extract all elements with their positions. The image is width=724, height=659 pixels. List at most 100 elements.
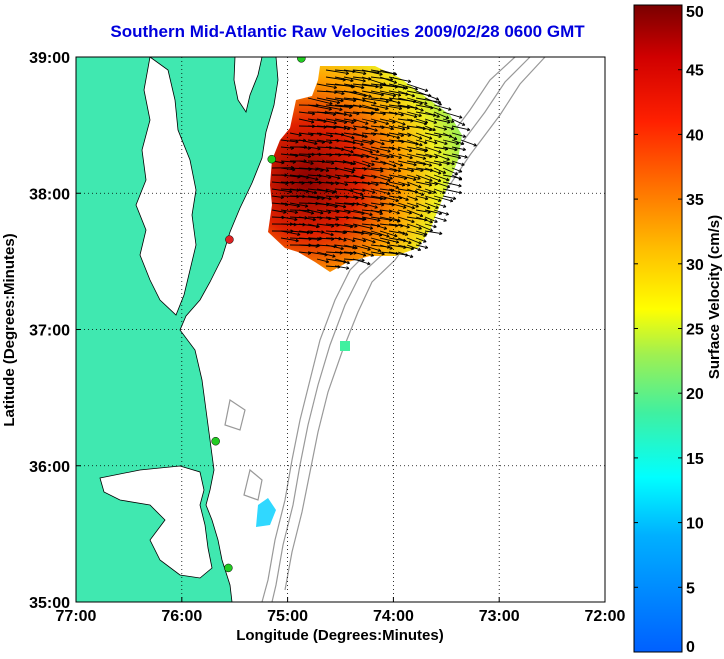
velocity-vector bbox=[343, 111, 360, 115]
velocity-vector-head bbox=[327, 210, 332, 214]
velocity-vector-head bbox=[363, 71, 367, 76]
velocity-vector bbox=[316, 139, 333, 144]
velocity-vector bbox=[379, 167, 398, 172]
velocity-vector bbox=[334, 209, 351, 214]
velocity-vector-head bbox=[408, 210, 412, 215]
velocity-vector bbox=[343, 83, 365, 89]
velocity-vector bbox=[397, 230, 409, 236]
velocity-vector bbox=[361, 188, 376, 194]
velocity-vector-head bbox=[429, 178, 433, 182]
velocity-vector bbox=[388, 223, 404, 227]
velocity-vector bbox=[451, 125, 470, 131]
velocity-vector-head bbox=[436, 114, 440, 118]
velocity-vector-head bbox=[395, 198, 399, 203]
velocity-vector-head bbox=[450, 126, 455, 131]
velocity-vector bbox=[406, 209, 424, 217]
velocity-vector bbox=[397, 139, 419, 145]
velocity-vector bbox=[325, 181, 339, 184]
velocity-vector-head bbox=[411, 205, 415, 210]
velocity-vector-head bbox=[342, 204, 347, 209]
velocity-vector bbox=[316, 209, 331, 213]
velocity-vector-head bbox=[393, 72, 398, 76]
velocity-vector bbox=[397, 97, 423, 105]
velocity-vector bbox=[307, 223, 320, 228]
velocity-vector-head bbox=[464, 155, 468, 159]
velocity-vector bbox=[379, 118, 396, 123]
velocity-vector bbox=[361, 244, 381, 252]
velocity-vector bbox=[388, 111, 404, 116]
velocity-vector bbox=[316, 83, 337, 89]
velocity-vector-head bbox=[298, 133, 302, 137]
velocity-vector bbox=[343, 167, 356, 171]
velocity-vector bbox=[343, 69, 367, 75]
velocity-vector bbox=[379, 83, 406, 89]
velocity-vector-head bbox=[417, 247, 422, 252]
velocity-vector bbox=[433, 104, 452, 111]
velocity-vector-head bbox=[367, 247, 371, 251]
velocity-vector-head bbox=[350, 78, 354, 83]
velocity-vector bbox=[424, 111, 440, 118]
velocity-vector-head bbox=[446, 184, 451, 189]
lat-lon-grid bbox=[76, 57, 605, 602]
velocity-vector bbox=[433, 174, 450, 181]
velocity-vector-head bbox=[418, 136, 423, 140]
velocity-vector bbox=[406, 139, 423, 146]
velocity-vector bbox=[424, 202, 439, 209]
velocity-vector-head bbox=[458, 177, 463, 181]
velocity-vector bbox=[316, 195, 332, 200]
velocity-vector bbox=[397, 216, 415, 223]
velocity-vector bbox=[334, 83, 355, 88]
velocity-vector bbox=[424, 118, 437, 124]
velocity-vector-head bbox=[433, 190, 437, 194]
x-tick-label: 76:00 bbox=[161, 608, 202, 625]
velocity-vector bbox=[397, 118, 414, 122]
velocity-vector bbox=[352, 139, 373, 144]
y-axis-label: Latitude (Degrees:Minutes) bbox=[1, 233, 18, 426]
velocity-vector bbox=[424, 216, 438, 223]
velocity-vector bbox=[271, 195, 284, 199]
velocity-vector bbox=[397, 132, 411, 137]
velocity-vector-head bbox=[424, 196, 429, 201]
velocity-vector-head bbox=[294, 210, 298, 215]
velocity-vector-head bbox=[351, 120, 355, 125]
velocity-vector bbox=[415, 237, 427, 243]
velocity-vector bbox=[415, 181, 432, 186]
velocity-vector bbox=[352, 188, 366, 192]
velocity-vector bbox=[298, 195, 320, 199]
velocity-vector bbox=[433, 160, 450, 165]
velocity-vector-head bbox=[397, 100, 401, 105]
velocity-vector-head bbox=[458, 115, 463, 119]
velocity-vector-head bbox=[428, 190, 432, 195]
velocity-vector bbox=[397, 237, 412, 244]
velocity-vector bbox=[406, 167, 424, 172]
velocity-vector bbox=[397, 209, 412, 214]
velocity-vector bbox=[424, 153, 438, 158]
velocity-vector bbox=[370, 118, 389, 125]
velocity-vector bbox=[442, 188, 462, 194]
velocity-vector bbox=[316, 251, 336, 257]
x-tick-label: 73:00 bbox=[479, 608, 520, 625]
velocity-vector bbox=[343, 244, 358, 249]
velocity-vector bbox=[307, 146, 321, 150]
velocity-vector bbox=[433, 202, 447, 208]
velocity-vector bbox=[406, 153, 426, 160]
velocity-vector-head bbox=[329, 133, 334, 138]
velocity-vector-head bbox=[352, 238, 356, 243]
velocity-vector bbox=[379, 153, 394, 158]
velocity-vector bbox=[289, 202, 308, 207]
velocity-vector bbox=[316, 230, 334, 236]
velocity-vector-head bbox=[458, 183, 462, 188]
velocity-vector-head bbox=[424, 140, 428, 145]
velocity-vector bbox=[334, 146, 354, 153]
velocity-vector bbox=[442, 118, 455, 123]
velocity-vector bbox=[406, 202, 419, 208]
velocity-vector-head bbox=[397, 190, 401, 194]
velocity-vector-head bbox=[420, 108, 424, 112]
velocity-vector-head bbox=[428, 136, 433, 140]
velocity-vector bbox=[316, 188, 335, 194]
velocity-vector bbox=[361, 167, 384, 172]
velocity-vector bbox=[424, 230, 443, 235]
velocity-vector bbox=[289, 174, 310, 179]
velocity-vector-head bbox=[397, 168, 402, 173]
